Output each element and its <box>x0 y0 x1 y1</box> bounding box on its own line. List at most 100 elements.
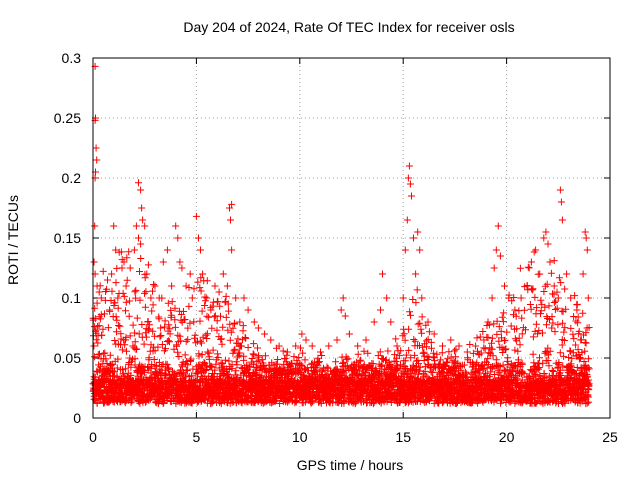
data-point <box>555 274 563 282</box>
data-point <box>209 346 217 354</box>
data-point <box>181 316 189 323</box>
data-point <box>95 322 103 330</box>
data-point <box>529 333 537 341</box>
data-point <box>158 341 166 348</box>
data-point <box>185 284 193 291</box>
data-point <box>424 335 432 343</box>
data-point <box>357 356 365 364</box>
data-point <box>207 362 215 370</box>
data-point <box>292 397 300 405</box>
data-point <box>418 329 426 337</box>
data-point <box>515 334 523 342</box>
data-point <box>217 335 225 343</box>
data-point <box>132 294 140 302</box>
data-point <box>540 288 548 295</box>
data-point <box>410 336 418 343</box>
data-point <box>94 322 102 330</box>
data-point <box>108 287 116 295</box>
data-point <box>191 331 199 339</box>
data-point <box>150 281 158 288</box>
data-point <box>184 361 192 369</box>
data-point <box>115 322 123 329</box>
data-point <box>231 320 239 328</box>
data-point <box>129 321 137 329</box>
data-point <box>238 342 245 350</box>
data-point <box>127 363 135 371</box>
data-point <box>515 356 522 364</box>
data-point <box>412 299 420 307</box>
data-point <box>414 320 422 328</box>
data-point <box>451 347 458 355</box>
data-point <box>219 360 226 368</box>
data-point <box>219 323 227 331</box>
data-point <box>98 331 106 339</box>
data-point <box>469 398 477 406</box>
data-point <box>498 313 506 321</box>
data-point <box>572 317 580 325</box>
data-point <box>171 323 179 331</box>
data-point <box>466 341 474 348</box>
data-point <box>232 367 240 375</box>
data-point <box>242 334 250 342</box>
data-point <box>190 318 198 326</box>
data-point <box>438 349 446 357</box>
data-point <box>535 327 543 335</box>
data-point <box>561 285 569 293</box>
data-point <box>171 316 179 324</box>
data-point <box>577 354 584 362</box>
data-point <box>493 361 501 369</box>
data-point <box>485 321 493 329</box>
data-point <box>281 355 289 362</box>
data-point <box>514 347 522 355</box>
data-point <box>182 337 190 345</box>
data-point <box>135 330 143 338</box>
data-point <box>112 313 120 321</box>
data-point <box>161 317 169 325</box>
data-point <box>561 324 569 332</box>
data-point <box>539 329 546 337</box>
data-point <box>576 354 584 361</box>
data-point <box>516 341 524 349</box>
data-point <box>131 355 139 363</box>
data-point <box>106 351 114 359</box>
data-point <box>217 359 225 367</box>
data-point <box>414 356 422 364</box>
data-point <box>167 306 175 314</box>
data-point <box>161 323 169 331</box>
data-point <box>549 319 557 327</box>
data-point <box>164 299 172 307</box>
data-point <box>214 298 222 306</box>
data-point <box>97 315 105 323</box>
data-point <box>343 355 351 363</box>
data-point <box>481 345 489 353</box>
data-point <box>411 337 419 345</box>
data-point <box>203 335 211 342</box>
data-point <box>244 394 252 402</box>
data-point <box>416 363 424 371</box>
data-point <box>254 344 261 352</box>
data-point <box>182 366 190 374</box>
data-point <box>513 325 521 333</box>
data-point <box>559 319 567 327</box>
data-point <box>95 361 103 369</box>
data-point <box>314 359 322 367</box>
data-point <box>369 360 377 368</box>
data-point <box>462 370 470 378</box>
data-point <box>91 353 99 361</box>
data-point <box>97 311 105 319</box>
data-point <box>518 386 526 394</box>
data-point <box>550 299 558 306</box>
data-point <box>274 356 282 363</box>
data-point <box>318 352 326 359</box>
data-point <box>511 346 519 354</box>
data-point <box>180 308 187 315</box>
data-point <box>204 348 212 356</box>
data-point <box>479 328 487 335</box>
data-point <box>571 370 579 377</box>
data-point <box>148 307 156 315</box>
data-point <box>181 351 189 359</box>
data-point <box>522 326 529 334</box>
data-point <box>502 345 510 353</box>
data-point <box>518 330 526 338</box>
data-point <box>236 349 244 357</box>
